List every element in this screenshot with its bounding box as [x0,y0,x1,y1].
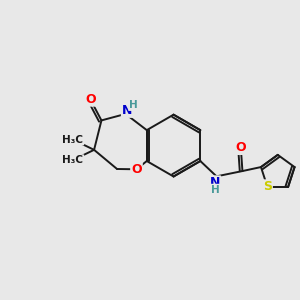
Text: S: S [263,180,272,193]
Text: H: H [129,100,138,110]
Text: H₃C: H₃C [62,155,83,165]
Text: O: O [131,163,142,176]
Text: H: H [211,184,219,195]
Text: N: N [122,104,132,117]
Text: O: O [236,141,246,154]
Text: O: O [85,93,96,106]
Text: N: N [210,176,220,189]
Text: H₃C: H₃C [62,134,83,145]
